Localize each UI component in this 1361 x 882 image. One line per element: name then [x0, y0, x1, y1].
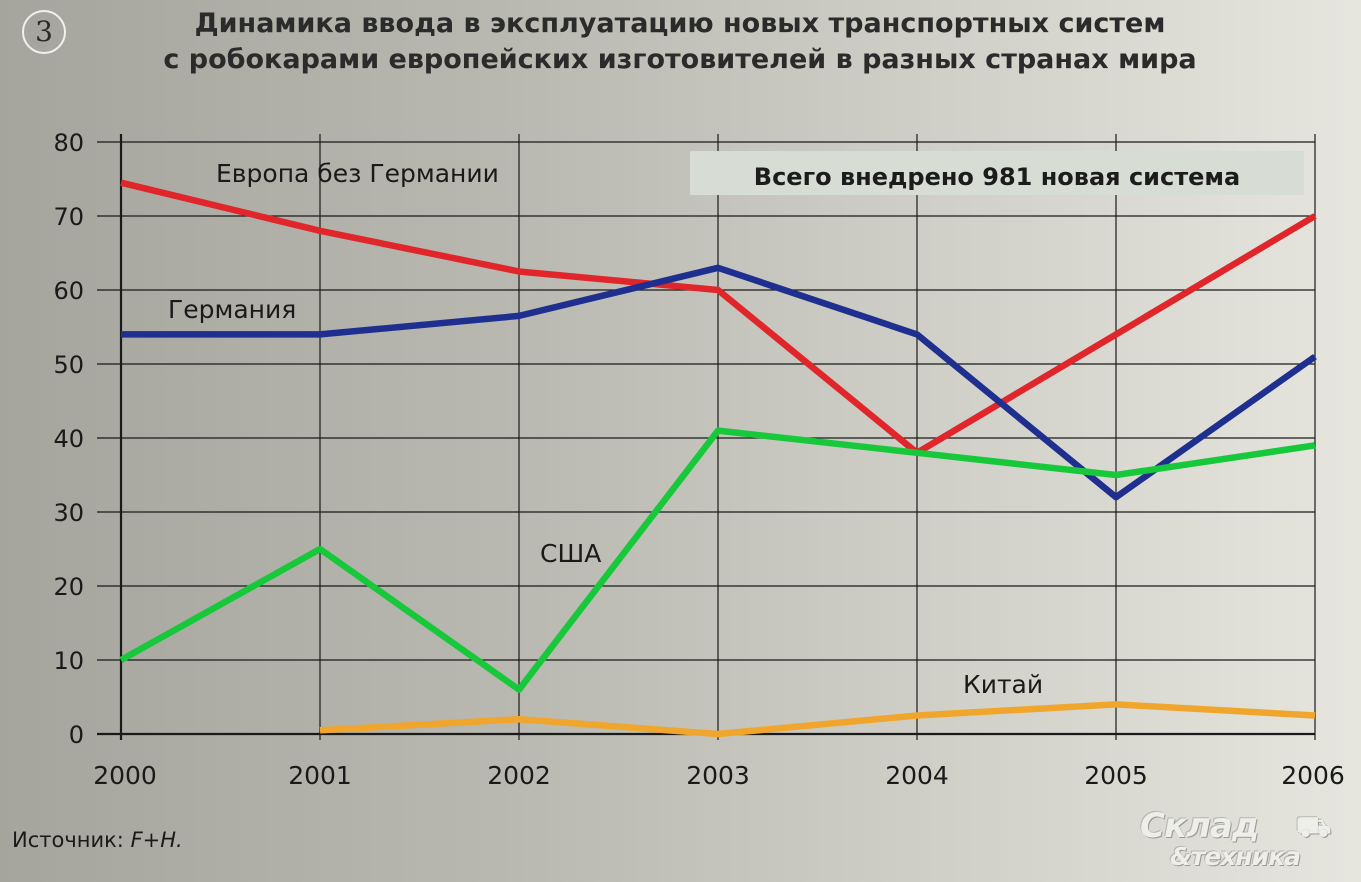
- forklift-icon: ⛟: [1296, 810, 1332, 843]
- title-line-1: Динамика ввода в эксплуатацию новых тран…: [194, 8, 1166, 39]
- y-tick-label: 40: [53, 425, 84, 453]
- series-line: [120, 179, 1317, 457]
- logo-line-2: &техника: [1170, 842, 1301, 871]
- x-tick-label: 2002: [487, 761, 551, 790]
- chart-title: Динамика ввода в эксплуатацию новых тран…: [90, 6, 1270, 78]
- series-label: Китай: [963, 670, 1043, 699]
- series-label: Германия: [168, 295, 296, 324]
- series-label: Европа без Германии: [216, 159, 499, 188]
- x-tick-label: 2006: [1281, 761, 1345, 790]
- title-line-2: с робокарами европейских изготовителей в…: [163, 44, 1197, 75]
- series-labels: Европа без Германии Германия США Китай: [168, 159, 1043, 699]
- publisher-logo: Склад &техника ⛟: [1140, 806, 1350, 876]
- source-label: Источник:: [12, 828, 124, 852]
- series-label: США: [540, 539, 601, 568]
- x-tick-label: 2005: [1084, 761, 1148, 790]
- series-line: [121, 264, 1317, 501]
- y-tick-label: 20: [53, 573, 84, 601]
- series-line: [119, 427, 1316, 693]
- source-note: Источник: F+H.: [12, 828, 183, 852]
- y-tick-label: 50: [53, 351, 84, 379]
- axes: 0 10 20 30 40 50 60 70 80 2000 2001 2002 2003 2004 200…: [53, 129, 1344, 790]
- y-tick-label: 10: [53, 647, 84, 675]
- y-tick-label: 30: [53, 499, 84, 527]
- logo-line-1: Склад: [1140, 806, 1259, 846]
- y-tick-label: 60: [53, 277, 84, 305]
- series-lines: [119, 179, 1317, 738]
- x-tick-label: 2003: [686, 761, 750, 790]
- source-name: F+H.: [130, 828, 183, 852]
- x-tick-label: 2000: [93, 761, 157, 790]
- y-tick-label: 80: [53, 129, 84, 157]
- y-tick-label: 0: [69, 721, 84, 749]
- total-note: Всего внедрено 981 новая система: [690, 151, 1304, 195]
- series-line: [319, 701, 1316, 738]
- figure-number: 3: [22, 10, 66, 54]
- y-tick-label: 70: [53, 203, 84, 231]
- x-tick-label: 2004: [885, 761, 949, 790]
- x-tick-label: 2001: [288, 761, 352, 790]
- grid: [97, 134, 1316, 740]
